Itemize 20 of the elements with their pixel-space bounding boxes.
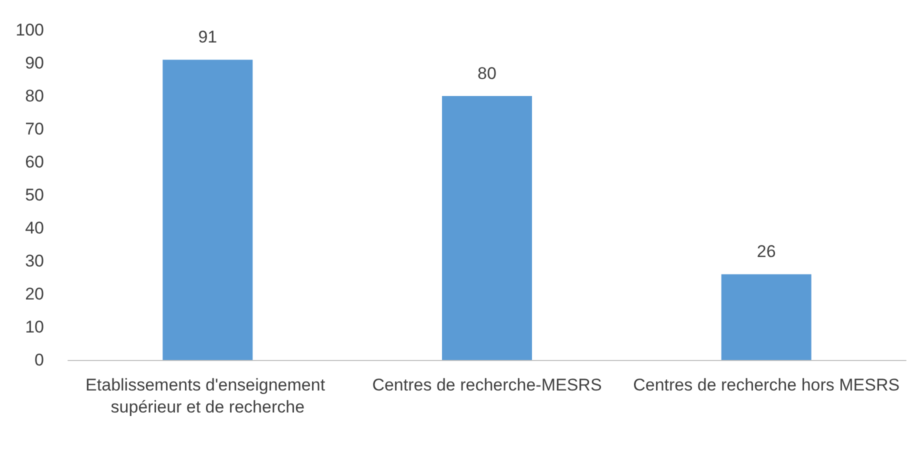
y-tick-label: 0 <box>34 350 44 370</box>
y-tick-label: 90 <box>25 54 44 72</box>
bar <box>162 60 253 360</box>
data-label: 80 <box>478 64 496 83</box>
y-tick-label: 50 <box>25 186 44 204</box>
x-tick-label: Etablissements d'enseignement supérieur et de recherche <box>86 376 330 416</box>
y-tick-label: 10 <box>25 318 44 336</box>
y-tick-label: 30 <box>25 252 44 270</box>
y-tick-label: 40 <box>25 218 44 238</box>
bar <box>442 96 532 360</box>
y-tick-label: 100 <box>16 20 44 40</box>
y-tick-label: 80 <box>25 86 44 106</box>
data-label: 26 <box>756 242 776 262</box>
bar <box>721 274 812 360</box>
y-tick-label: 70 <box>25 120 44 138</box>
x-tick-label: Centres de recherche-MESRS <box>372 376 602 394</box>
y-tick-label: 20 <box>25 284 44 304</box>
data-label: 91 <box>198 28 218 47</box>
y-tick-label: 60 <box>25 152 44 172</box>
x-tick-label: Centres de recherche hors MESRS <box>633 376 900 394</box>
